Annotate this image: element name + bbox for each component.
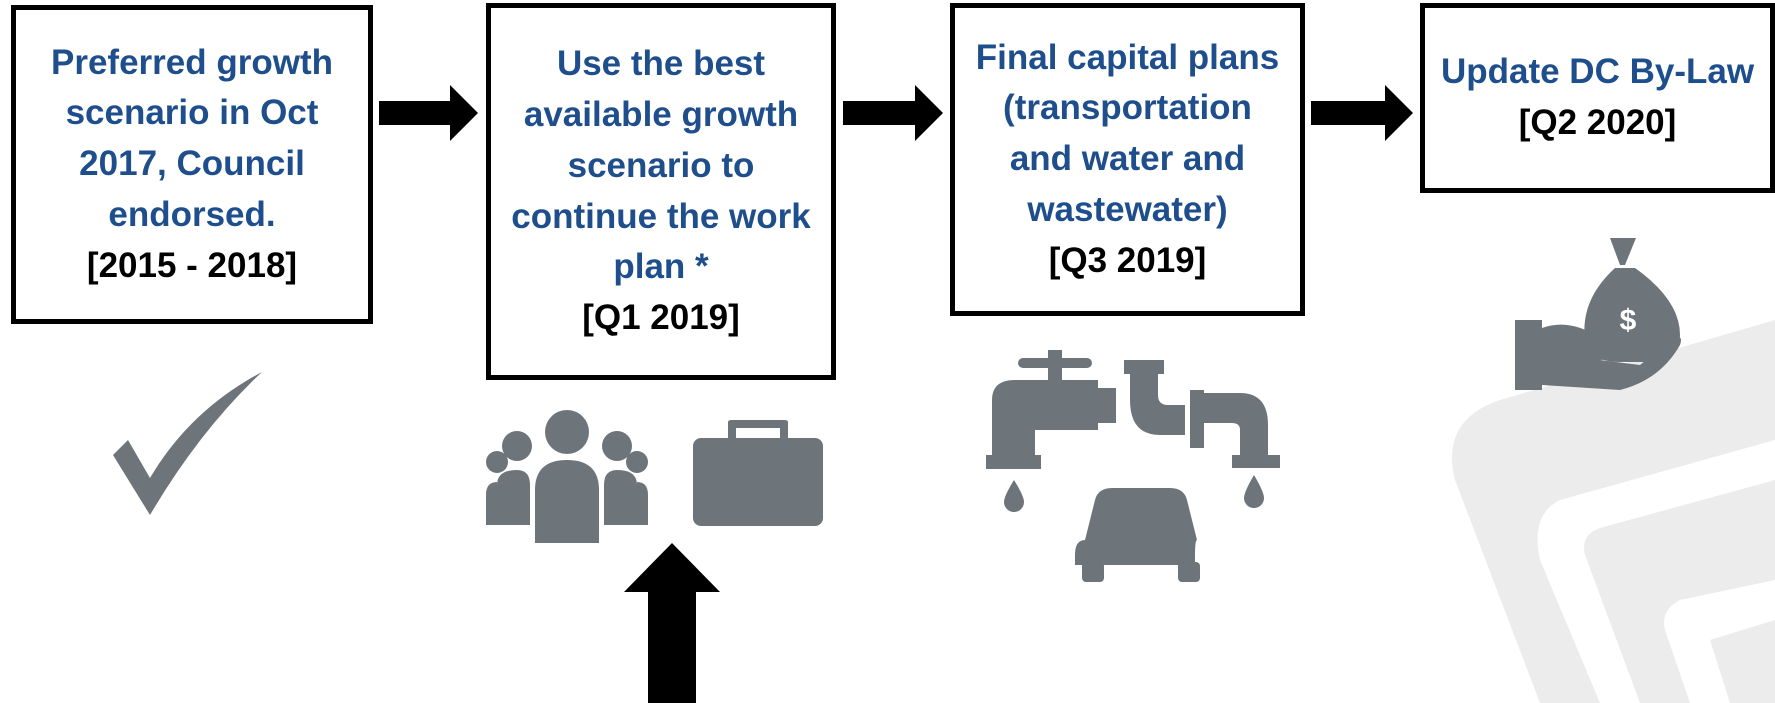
- step-text: Final capital plans (transportation and …: [975, 37, 1280, 229]
- background-logo-inner: [1537, 440, 1775, 703]
- arrows: [379, 85, 1413, 703]
- step-text: Update DC By-Law: [1440, 52, 1755, 92]
- step-date: [Q1 2019]: [582, 298, 740, 337]
- arrow: [1311, 85, 1413, 141]
- arrow: [379, 85, 478, 141]
- people-icon: [486, 410, 648, 543]
- step-box: Final capital plans (transportation and …: [950, 3, 1305, 316]
- car-icon: [1075, 488, 1200, 582]
- step-text: Use the best available growth scenario t…: [511, 44, 811, 287]
- checkmark-icon: [113, 372, 262, 515]
- step-text: Preferred growth scenario in Oct 2017, C…: [51, 42, 333, 234]
- arrow: [843, 85, 943, 141]
- step-date: [Q2 2020]: [1518, 103, 1677, 142]
- up-arrow: [624, 543, 720, 703]
- step-box: Update DC By-Law [Q2 2020]: [1420, 3, 1775, 193]
- dollar-sign: $: [1620, 304, 1637, 337]
- step-box: Preferred growth scenario in Oct 2017, C…: [11, 5, 373, 324]
- step-date: [2015 - 2018]: [86, 245, 298, 285]
- tap-icon: [986, 350, 1116, 512]
- step-box: Use the best available growth scenario t…: [486, 3, 836, 380]
- money-hand-icon: [1515, 238, 1681, 390]
- icons: [113, 238, 1681, 582]
- briefcase-icon: [693, 420, 823, 526]
- step-date: [Q3 2019]: [1048, 240, 1207, 280]
- pipe-icon: [1124, 360, 1280, 508]
